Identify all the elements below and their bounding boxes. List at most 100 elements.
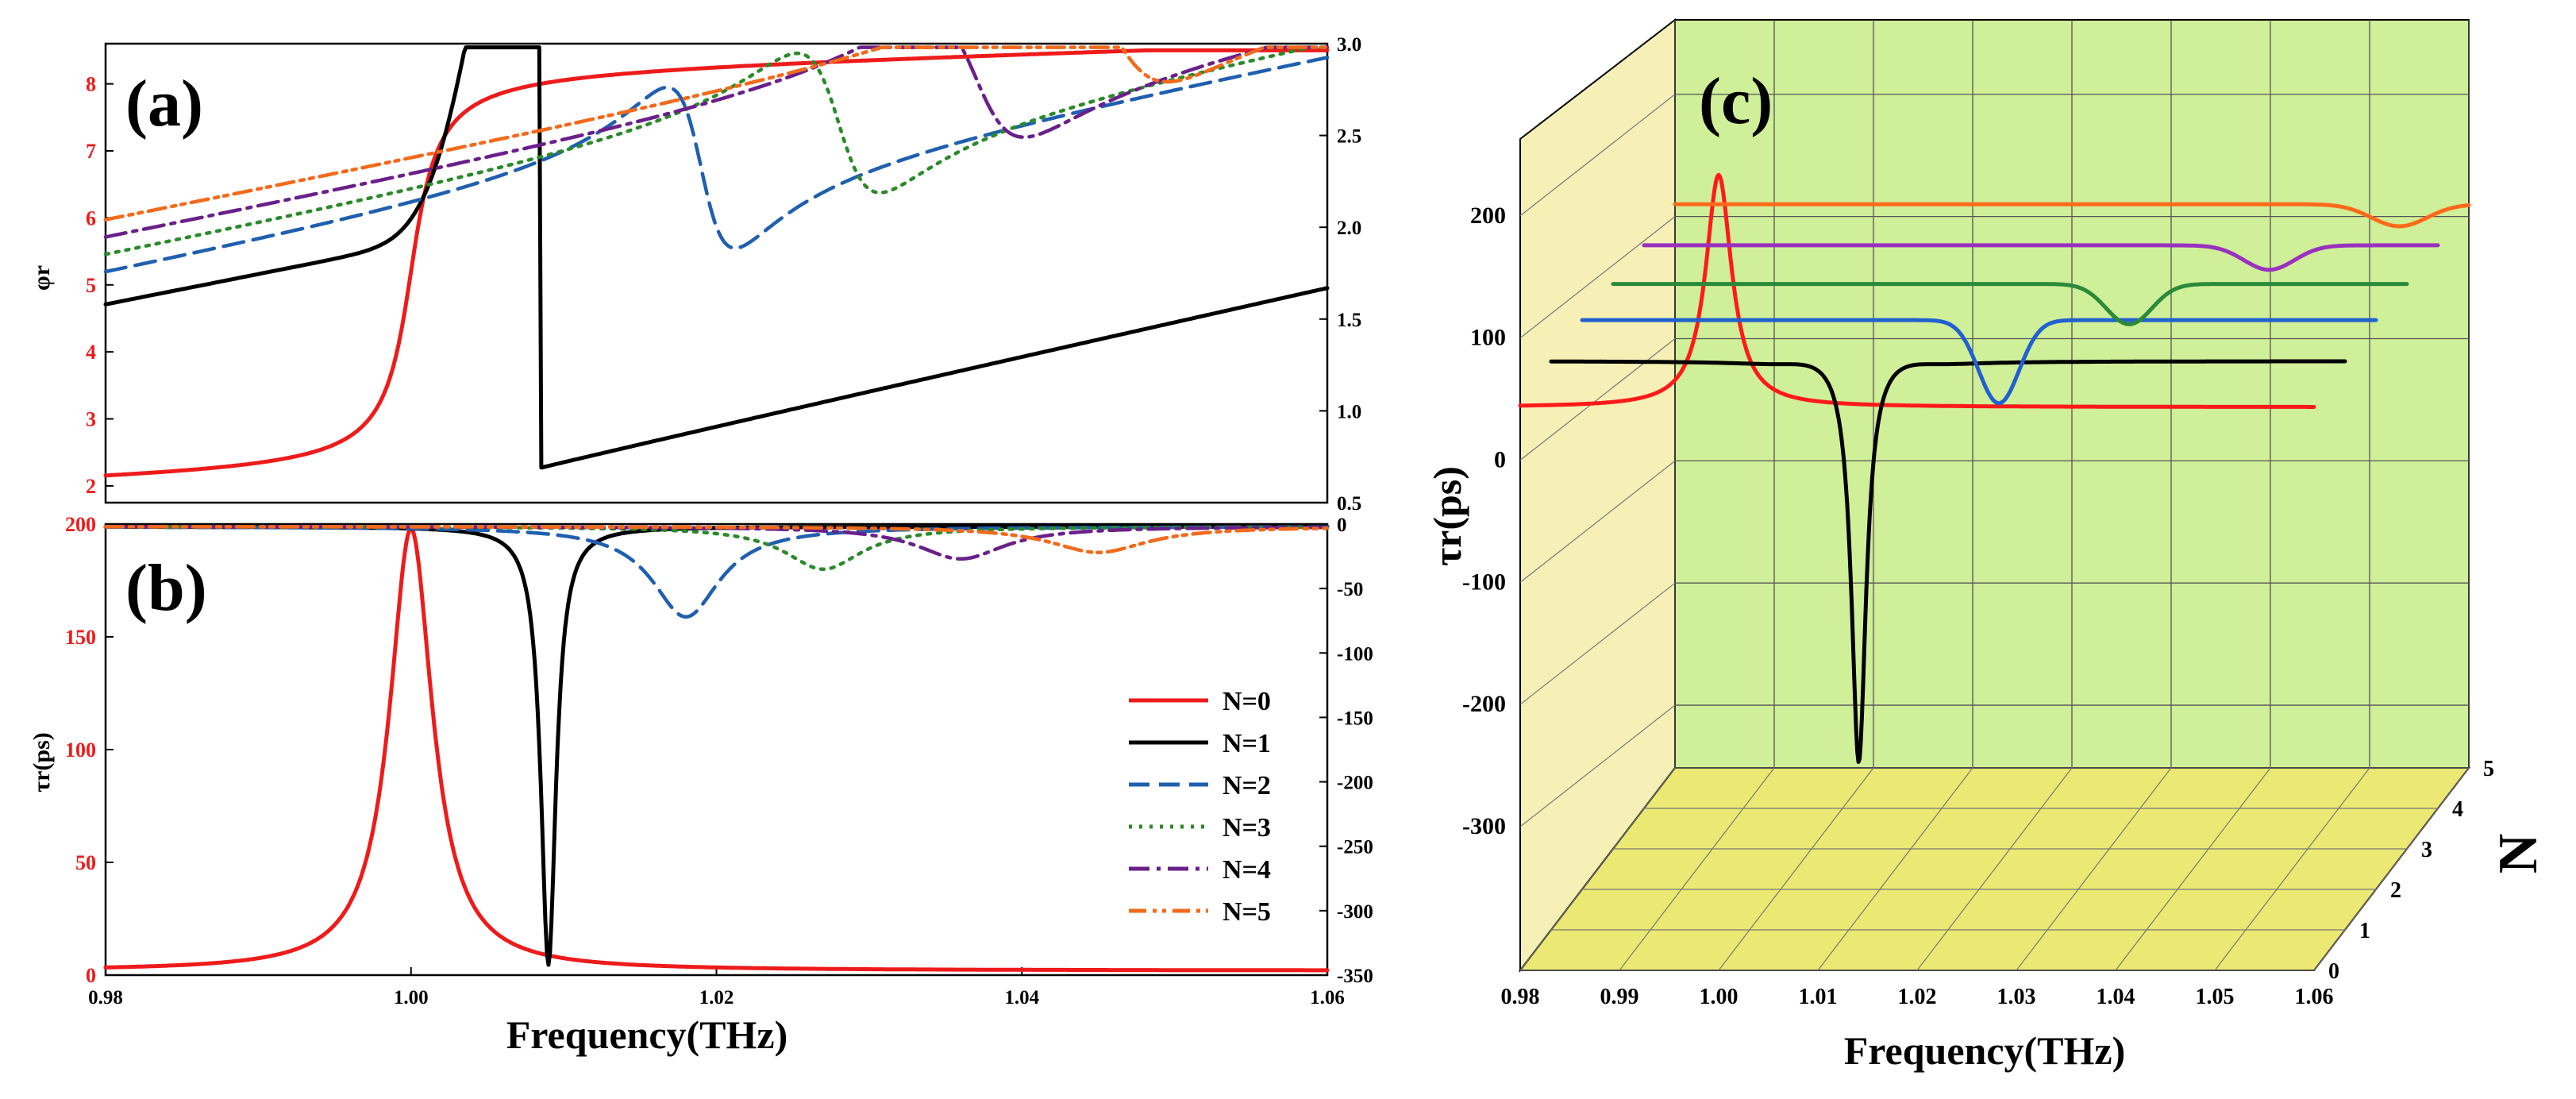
x-tick-label-c: 1.05 [2196, 985, 2235, 1009]
panel-a: 2 3 4 5 6 7 8 0.5 1.0 1.5 2.0 2.5 3.0 φr (a) [29, 34, 1361, 515]
n-tick-label-c: 2 [2390, 878, 2401, 903]
x-tick-label-c: 1.03 [1997, 985, 2036, 1009]
y-tick-label-right-b: -250 [1337, 837, 1373, 858]
grid-floor-depth [1619, 767, 1775, 971]
series-c-N4 [1642, 243, 2440, 272]
y-tick-label-left-a: 5 [86, 274, 96, 297]
y-axis-label-tau-b: τr(ps) [29, 732, 55, 792]
grid-floor-depth [2214, 767, 2370, 971]
y-axis-label-phi: φr [29, 265, 55, 291]
grid-floor-depth [1718, 767, 1874, 971]
series-a-N3 [103, 45, 1330, 256]
z-tick-label-c: 100 [1470, 325, 1506, 351]
grid-floor-depth [2016, 767, 2172, 971]
series-a-N4 [103, 45, 1330, 239]
grid-side [1519, 338, 1676, 461]
legend-label-N5: N=5 [1223, 897, 1271, 927]
panel-b: 0 50 100 150 200 0 -50 -100 -150 -200 -250 -300 -350… [29, 513, 1373, 1057]
x-tick-label-b: 1.06 [1310, 987, 1345, 1008]
series-c-N1 [1549, 359, 2347, 765]
series-c-N5 [1673, 202, 2471, 229]
grid-floor-depth [2115, 767, 2271, 971]
x-tick-label-c: 0.99 [1600, 985, 1639, 1009]
y-tick-label-left-b: 50 [75, 851, 96, 874]
y-tick-label-right-a: 2.0 [1337, 218, 1361, 239]
legend-label-N0: N=0 [1223, 687, 1271, 716]
grid-floor-depth [1519, 767, 1676, 971]
y-tick-label-left-b: 100 [65, 738, 96, 762]
x-tick-label-b: 1.02 [699, 987, 734, 1008]
series-b-N5 [103, 525, 1330, 554]
panel-label-a: (a) [125, 67, 203, 141]
plot-frame-a [104, 42, 1329, 504]
y-tick-label-left-b: 0 [86, 964, 96, 987]
z-tick-label-c: -300 [1462, 813, 1506, 839]
x-axis-label-c: Frequency(THz) [1844, 1028, 2126, 1073]
grid-floor-depth [1817, 767, 1973, 971]
n-tick-label-c: 4 [2452, 797, 2463, 822]
grid-side [1519, 704, 1676, 827]
x-tick-label-c: 1.00 [1700, 985, 1739, 1009]
x-tick-label-c: 0.98 [1501, 985, 1540, 1009]
legend-label-N2: N=2 [1223, 771, 1271, 800]
n-tick-label-c: 1 [2359, 919, 2370, 943]
series-b-N3 [103, 525, 1330, 572]
z-tick-label-c: 0 [1494, 446, 1506, 472]
series-a-N5 [103, 45, 1330, 222]
y-tick-label-left-a: 4 [86, 341, 96, 364]
y-tick-label-left-b: 150 [65, 626, 96, 649]
x-tick-label-b: 1.04 [1004, 987, 1039, 1008]
y-tick-label-right-a: 2.5 [1337, 126, 1361, 148]
y-tick-label-right-a: 1.5 [1337, 310, 1361, 331]
y-tick-label-right-a: 3.0 [1337, 34, 1361, 56]
grid-side [1519, 460, 1676, 583]
y-tick-label-right-b: -100 [1337, 643, 1373, 665]
y-tick-label-right-a: 0.5 [1337, 493, 1361, 515]
z-tick-label-c: -100 [1462, 569, 1506, 595]
series-c-N0 [1518, 172, 2316, 409]
panel-label-b: (b) [125, 551, 207, 625]
n-tick-label-c: 5 [2483, 757, 2494, 781]
x-tick-label-c: 1.02 [1898, 985, 1937, 1009]
series-a-N2 [103, 56, 1330, 274]
y-tick-label-right-b: -50 [1337, 579, 1363, 600]
plot-frame-b [104, 523, 1329, 977]
series-c-N2 [1580, 318, 2378, 406]
grid-floor-depth [2313, 767, 2470, 971]
series-a-N1 [103, 45, 1330, 470]
y-axis-label-c: τr(ps) [1425, 466, 1469, 566]
x-tick-label-c: 1.06 [2295, 985, 2334, 1009]
y-tick-label-left-a: 2 [86, 475, 96, 498]
y-tick-label-left-a: 6 [86, 206, 96, 229]
grid-floor-depth [1916, 767, 2073, 971]
n-tick-label-c: 0 [2328, 959, 2339, 984]
grid-side [1519, 216, 1676, 339]
y-tick-label-left-a: 7 [86, 140, 96, 163]
y-tick-label-left-a: 3 [86, 408, 96, 431]
series-b-N0 [103, 526, 1330, 973]
y-tick-label-left-a: 8 [86, 73, 96, 96]
y-tick-label-right-b: -150 [1337, 708, 1373, 729]
series-c-N3 [1611, 282, 2409, 326]
panel-label-c: (c) [1699, 64, 1773, 138]
legend-label-N1: N=1 [1223, 729, 1271, 758]
z-tick-label-c: 200 [1470, 202, 1506, 229]
n-tick-label-c: 3 [2421, 838, 2432, 862]
y-tick-label-left-b: 200 [65, 513, 96, 536]
y-tick-label-right-b: -350 [1337, 966, 1373, 987]
y-tick-label-right-b: -200 [1337, 773, 1373, 794]
legend-label-N3: N=3 [1223, 813, 1271, 843]
n-axis-label-c: N [2488, 834, 2549, 874]
x-tick-label-b: 0.98 [88, 987, 123, 1008]
y-tick-label-right-b: 0 [1337, 515, 1347, 536]
legend-label-N4: N=4 [1223, 855, 1271, 885]
grid-side [1519, 94, 1676, 217]
x-tick-label-c: 1.04 [2097, 985, 2135, 1009]
x-tick-label-c: 1.01 [1799, 985, 1838, 1009]
grid-side [1519, 582, 1676, 705]
y-tick-label-right-b: -300 [1337, 901, 1373, 923]
y-tick-label-right-a: 1.0 [1337, 401, 1361, 422]
series-a-N0 [103, 48, 1330, 478]
